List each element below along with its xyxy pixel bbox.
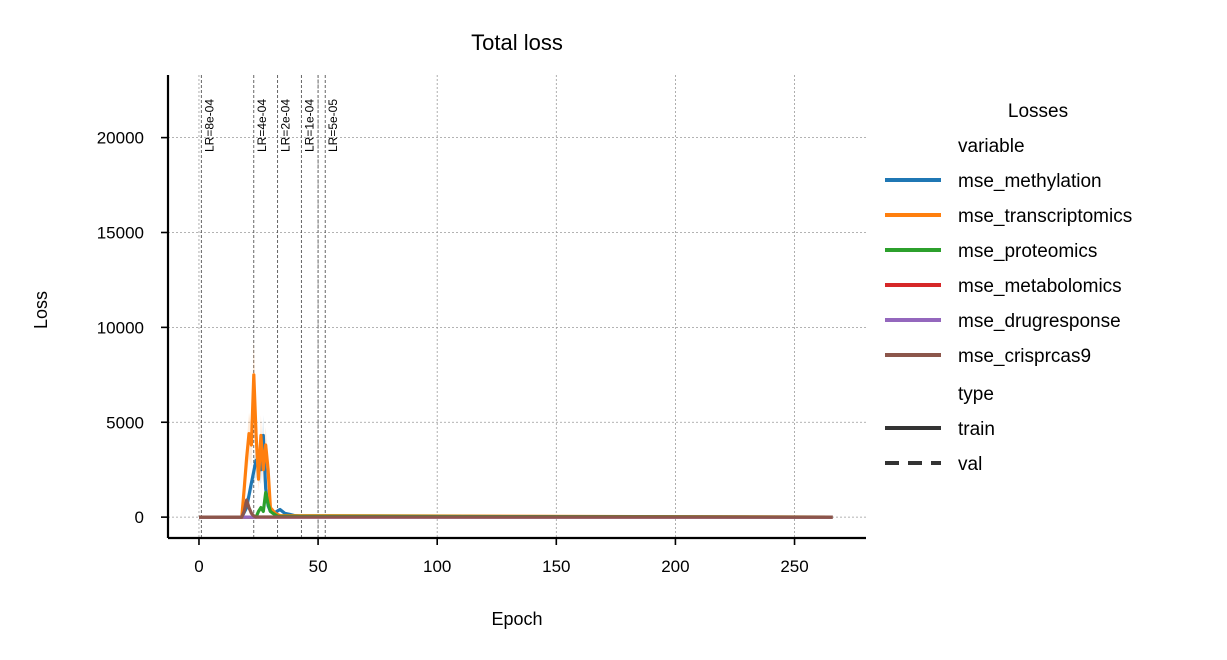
x-tick-label: 150 [542,557,570,576]
y-tick-label: 0 [135,508,144,527]
legend-label-train: train [958,419,995,440]
chart-title: Total loss [471,30,563,55]
series-line-mse_methylation [199,433,833,519]
y-tick-label: 10000 [97,318,144,337]
series-lines [199,373,833,519]
legend-type-heading: type [958,384,994,405]
lr-marker-label: LR=1e-04 [302,99,316,152]
legend-variables: mse_methylation mse_transcriptomics mse_pr… [885,171,1132,367]
x-axis-label: Epoch [491,609,542,629]
lr-marker-label: LR=5e-05 [326,99,340,152]
lr-marker-label: LR=2e-04 [279,99,293,152]
y-tick-label: 15000 [97,223,144,242]
x-tick-label: 0 [194,557,203,576]
series-band-mse_transcriptomics [199,339,833,518]
series-line-mse_proteomics [199,490,833,519]
legend-label-mse_crisprcas9: mse_crisprcas9 [958,346,1091,367]
legend-label-mse_proteomics: mse_proteomics [958,241,1097,262]
y-tick-label: 5000 [106,413,144,432]
legend-label-val: val [958,454,982,475]
series-band-mse_proteomics [199,486,833,518]
x-tick-label: 250 [780,557,808,576]
x-tick-label: 100 [423,557,451,576]
legend-title: Losses [1008,101,1068,122]
lr-marker-label: LR=8e-04 [202,99,216,152]
confidence-bands [199,339,833,518]
legend-label-mse_methylation: mse_methylation [958,171,1102,192]
legend-types: train val [885,419,995,475]
legend: Losses variable mse_methylation mse_trans… [885,101,1132,475]
series-line-mse_crisprcas9 [199,498,833,519]
grid [168,75,866,538]
series-band-mse_methylation [199,415,833,518]
ticks: 0 50 100 150 200 250 0 5000 10000 15000 20000 [97,129,809,576]
legend-variable-heading: variable [958,136,1025,157]
legend-label-mse_metabolomics: mse_metabolomics [958,276,1122,297]
x-tick-label: 200 [661,557,689,576]
lr-marker-label: LR=4e-04 [255,99,269,152]
y-tick-label: 20000 [97,129,144,148]
axes [166,75,866,540]
series-line-mse_transcriptomics [199,373,833,519]
legend-label-mse_drugresponse: mse_drugresponse [958,311,1121,332]
legend-label-mse_transcriptomics: mse_transcriptomics [958,206,1132,227]
y-axis-label: Loss [31,291,51,329]
x-tick-label: 50 [309,557,328,576]
lr-markers: LR=8e-04 LR=4e-04 LR=2e-04 LR=1e-04 LR=5e-05 [200,75,340,538]
